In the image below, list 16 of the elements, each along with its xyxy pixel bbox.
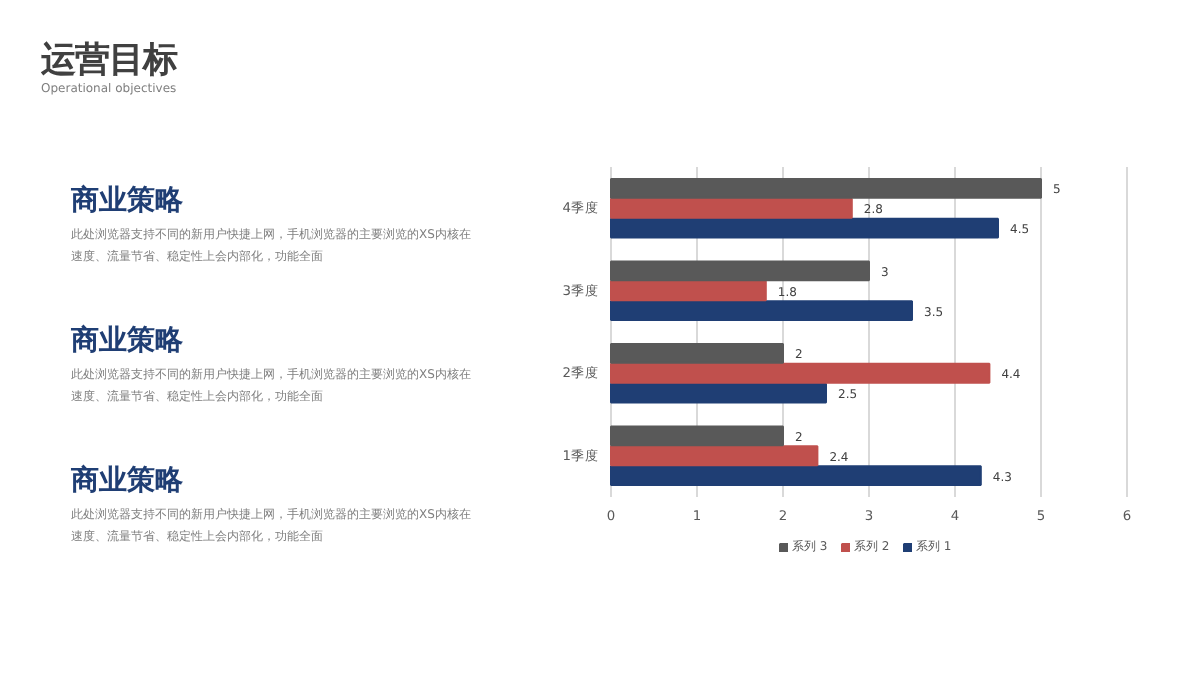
bar [610,445,819,467]
bar [610,300,913,321]
bar [610,362,991,384]
bar [610,260,870,282]
bar [610,280,767,302]
text: 商业策略 [69,183,185,217]
text: 运营目标 [39,41,177,81]
bar [610,178,1042,199]
text: 商业策略 [69,323,185,357]
bar [610,382,827,404]
bar [610,217,999,239]
bar [610,197,853,219]
bar [610,465,982,486]
text: 商业策略 [69,463,185,497]
bar [610,343,784,364]
bar [610,425,784,447]
